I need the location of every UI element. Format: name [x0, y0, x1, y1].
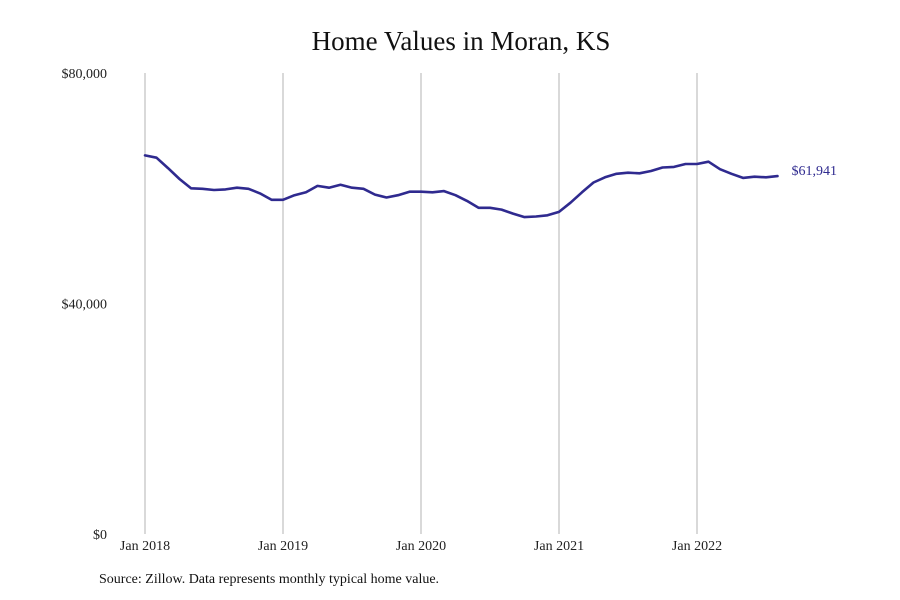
x-tick-label: Jan 2022	[672, 539, 722, 554]
x-tick-label: Jan 2021	[534, 539, 584, 554]
end-value-label-group: $61,941	[792, 164, 838, 179]
y-tick-label: $80,000	[62, 67, 108, 82]
gridlines	[144, 73, 698, 534]
source-note: Source: Zillow. Data represents monthly …	[99, 572, 440, 587]
series-line	[143, 154, 779, 219]
x-axis-ticks: Jan 2018 Jan 2019 Jan 2020 Jan 2021 Jan 2022	[120, 539, 722, 554]
y-tick-label: $0	[93, 528, 107, 543]
x-tick-label: Jan 2018	[120, 539, 170, 554]
x-tick-label: Jan 2019	[258, 539, 308, 554]
x-tick-label: Jan 2020	[396, 539, 446, 554]
y-tick-label: $40,000	[62, 298, 108, 313]
end-value-label: $61,941	[792, 164, 838, 179]
y-axis-ticks: $0 $40,000 $80,000	[62, 67, 108, 543]
chart-title: Home Values in Moran, KS	[311, 26, 611, 56]
series	[143, 154, 779, 219]
